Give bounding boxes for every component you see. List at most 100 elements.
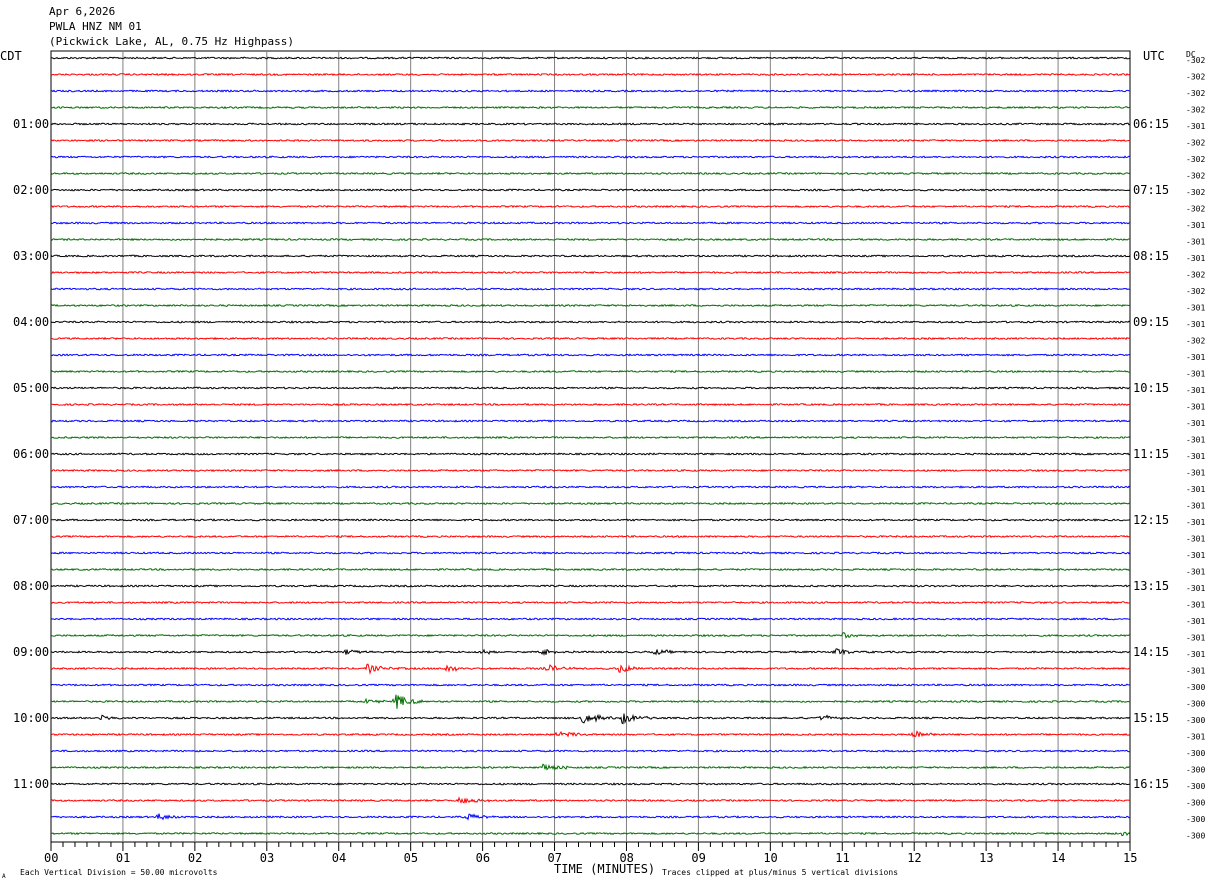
corner-mark: A — [2, 873, 6, 880]
x-tick-label: 06 — [476, 851, 490, 865]
dc-offset-label: -301 — [1186, 386, 1205, 395]
cdt-hour-label: 01:00 — [13, 117, 49, 131]
dc-offset-label: -300 — [1186, 749, 1205, 758]
trace-row — [50, 270, 1131, 275]
trace-row — [50, 303, 1131, 308]
utc-hour-label: 10:15 — [1133, 381, 1169, 395]
trace-row — [50, 353, 1131, 357]
dc-offset-label: -302 — [1186, 106, 1205, 115]
trace-row — [50, 534, 1131, 539]
dc-label: DC — [1186, 50, 1196, 59]
trace-row — [50, 468, 1131, 473]
cdt-hour-label: 11:00 — [13, 777, 49, 791]
dc-offset-label: -301 — [1186, 353, 1205, 362]
dc-offset-label: -300 — [1186, 832, 1205, 841]
dc-offset-label: -302 — [1186, 271, 1205, 280]
trace-row — [51, 518, 1131, 522]
utc-hour-label: 06:15 — [1133, 117, 1169, 131]
cdt-hour-label: 07:00 — [13, 513, 49, 527]
dc-offset-label: -300 — [1186, 799, 1205, 808]
dc-offset-label: -301 — [1186, 650, 1205, 659]
trace-row — [50, 254, 1131, 258]
cdt-hour-label: 03:00 — [13, 249, 49, 263]
trace-row — [50, 105, 1131, 110]
trace-row — [50, 683, 1131, 687]
trace-row — [50, 138, 1131, 143]
dc-offset-label: -301 — [1186, 452, 1205, 461]
dc-offset-label: -302 — [1186, 205, 1205, 214]
axis-labels: CDT UTC DC TIME (MINUTES) Each Vertical … — [0, 49, 1205, 880]
trace-row — [50, 122, 1131, 126]
dc-offset-label: -301 — [1186, 502, 1205, 511]
cdt-hour-label: 10:00 — [13, 711, 49, 725]
dc-offset-label: -301 — [1186, 370, 1205, 379]
trace-row — [50, 485, 1131, 489]
dc-offset-label: -301 — [1186, 601, 1205, 610]
dc-offset-label: -302 — [1186, 56, 1205, 65]
dc-offset-label: -302 — [1186, 89, 1205, 98]
trace-row — [50, 89, 1131, 93]
minute-grid — [50, 50, 1131, 851]
x-tick-label: 00 — [44, 851, 58, 865]
dc-offset-label: -301 — [1186, 551, 1205, 560]
dc-offset-label: -302 — [1186, 139, 1205, 148]
trace-row — [50, 648, 1131, 657]
trace-row — [51, 402, 1131, 407]
trace-row — [50, 188, 1131, 192]
trace-row — [50, 386, 1131, 390]
x-tick-label: 02 — [188, 851, 202, 865]
trace-row — [50, 782, 1131, 786]
dc-offset-label: -301 — [1186, 584, 1205, 593]
x-tick-label: 14 — [1051, 851, 1065, 865]
trace-row — [50, 796, 1130, 804]
dc-offset-label: -301 — [1186, 122, 1205, 131]
trace-row — [50, 221, 1131, 225]
cdt-hour-label: 04:00 — [13, 315, 49, 329]
utc-hour-label: 15:15 — [1133, 711, 1169, 725]
dc-offset-label: -302 — [1186, 337, 1205, 346]
x-tick-label: 04 — [332, 851, 346, 865]
trace-row — [51, 435, 1131, 440]
utc-axis-label: UTC — [1143, 49, 1165, 63]
dc-offset-label: -300 — [1186, 766, 1205, 775]
trace-row — [50, 501, 1131, 506]
x-tick-label: 11 — [835, 851, 849, 865]
dc-offset-label: -301 — [1186, 419, 1205, 428]
trace-row — [50, 155, 1131, 159]
trace-row — [50, 204, 1131, 209]
dc-offset-label: -301 — [1186, 568, 1205, 577]
trace-row — [50, 632, 1131, 639]
trace-row — [50, 730, 1131, 738]
plot-header: Apr 6,2026 PWLA HNZ NM 01 (Pickwick Lake… — [49, 4, 294, 49]
dc-offset-label: -301 — [1186, 634, 1205, 643]
dc-offset-label: -301 — [1186, 535, 1205, 544]
x-tick-label: 05 — [404, 851, 418, 865]
dc-offset-label: -301 — [1186, 238, 1205, 247]
plot-date: Apr 6,2026 — [49, 5, 116, 18]
trace-row — [50, 551, 1131, 555]
cdt-hour-label: 02:00 — [13, 183, 49, 197]
cdt-hour-label: 09:00 — [13, 645, 49, 659]
trace-row — [50, 320, 1131, 324]
dc-offset-label: -301 — [1186, 403, 1205, 412]
dc-offset-label: -301 — [1186, 518, 1205, 527]
trace-row — [50, 763, 1131, 771]
trace-row — [50, 237, 1131, 242]
dc-offset-label: -302 — [1186, 188, 1205, 197]
utc-hour-label: 12:15 — [1133, 513, 1169, 527]
trace-row — [50, 171, 1131, 176]
utc-hour-label: 14:15 — [1133, 645, 1169, 659]
trace-row — [51, 831, 1131, 837]
dc-offset-label: -302 — [1186, 287, 1205, 296]
x-tick-label: 09 — [691, 851, 705, 865]
dc-offset-label: -301 — [1186, 485, 1205, 494]
trace-row — [50, 336, 1131, 341]
utc-hour-label: 09:15 — [1133, 315, 1169, 329]
trace-row — [50, 56, 1131, 60]
x-tick-label: 08 — [619, 851, 633, 865]
x-tick-label: 01 — [116, 851, 130, 865]
station-description: (Pickwick Lake, AL, 0.75 Hz Highpass) — [49, 35, 295, 48]
utc-hour-label: 11:15 — [1133, 447, 1169, 461]
dc-offset-label: -301 — [1186, 733, 1205, 742]
